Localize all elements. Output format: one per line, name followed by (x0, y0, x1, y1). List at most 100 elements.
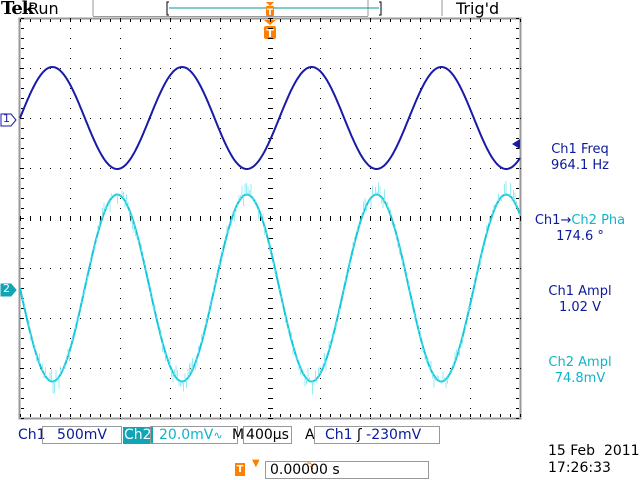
grid-dot (160, 318, 161, 319)
grid-dot (70, 318, 71, 319)
grid-dot (220, 328, 221, 329)
grid-dot (200, 414, 201, 417)
grid-dot (110, 216, 111, 221)
grid-dot (290, 68, 291, 69)
grid-dot (490, 68, 491, 69)
ch2-scale[interactable]: 20.0mV∿ (150, 426, 238, 444)
grid-dot (470, 238, 471, 239)
measurement-ch2-ampl[interactable]: Ch2 Ampl 74.8mV (520, 355, 640, 387)
grid-dot (310, 118, 311, 119)
grid-dot (220, 378, 221, 379)
grid-dot (320, 216, 321, 221)
grid-dot (200, 118, 201, 119)
grid-dot (268, 78, 273, 79)
grid-dot (120, 98, 121, 99)
grid-dot (70, 38, 71, 39)
grid-dot (450, 216, 451, 221)
grid-dot (470, 58, 471, 59)
grid-dot (200, 368, 201, 369)
grid-dot (220, 308, 221, 309)
grid-dot (370, 358, 371, 359)
grid-dot (420, 178, 421, 179)
grid-dot (470, 148, 471, 149)
grid-dot (30, 19, 31, 22)
grid-dot (170, 58, 171, 59)
grid-dot (220, 18, 221, 19)
grid-dot (470, 178, 471, 179)
grid-dot (470, 278, 471, 279)
grid-dot (170, 68, 171, 69)
grid-dot (360, 68, 361, 69)
grid-dot (20, 168, 21, 169)
measurement-phase[interactable]: Ch1→Ch2 Pha 174.6 ° (520, 213, 640, 245)
grid-dot (370, 414, 371, 417)
grid-dot (500, 414, 501, 417)
grid-dot (50, 216, 51, 221)
timebase-value[interactable]: 400µs (243, 426, 292, 444)
grid-dot (260, 168, 261, 169)
measurement-ch1-ampl[interactable]: Ch1 Ampl 1.02 V (520, 284, 640, 316)
grid-dot (21, 178, 24, 179)
grid-dot (260, 414, 261, 417)
ch2-label[interactable]: Ch2 (123, 427, 153, 444)
grid-dot (516, 118, 519, 119)
grid-dot (380, 216, 381, 221)
ch1-scale[interactable]: 500mV (42, 426, 122, 444)
grid-dot (170, 216, 171, 221)
grid-dot (100, 368, 101, 369)
grid-dot (120, 358, 121, 359)
grid-dot (470, 98, 471, 99)
grid-dot (270, 19, 271, 22)
grid-dot (120, 378, 121, 379)
grid-dot (470, 368, 471, 369)
grid-dot (370, 238, 371, 239)
grid-dot (370, 408, 371, 409)
grid-dot (120, 278, 121, 279)
trigger-settings[interactable]: Ch1 ʃ -230mV (314, 426, 440, 444)
grid-dot (340, 414, 341, 417)
brand-logo: Tek (1, 0, 34, 19)
grid-dot (21, 68, 24, 69)
grid-dot (120, 318, 121, 319)
grid-dot (50, 414, 51, 417)
ch1-label[interactable]: Ch1 (18, 427, 46, 443)
measurement-ch1-freq[interactable]: Ch1 Freq 964.1 Hz (520, 142, 640, 174)
grid-dot (21, 128, 24, 129)
grid-dot (470, 208, 471, 209)
grid-dot (516, 168, 519, 169)
grid-dot (500, 118, 501, 119)
grid-dot (160, 118, 161, 119)
grid-dot (30, 118, 31, 119)
grid-dot (170, 278, 171, 279)
grid-dot (150, 168, 151, 169)
grid-dot (230, 68, 231, 69)
ch2-marker (0, 283, 17, 297)
grid-dot (330, 414, 331, 417)
grid-dot (140, 118, 141, 119)
grid-dot (490, 19, 491, 22)
grid-dot (21, 28, 24, 29)
grid-dot (160, 68, 161, 69)
grid-dot (120, 88, 121, 89)
grid-dot (40, 216, 41, 221)
grid-dot (290, 368, 291, 369)
grid-dot (380, 368, 381, 369)
grid-dot (268, 258, 273, 259)
grid-dot (70, 278, 71, 279)
grid-dot (516, 298, 519, 299)
grid-dot (320, 19, 321, 22)
grid-dot (420, 48, 421, 49)
grid-dot (220, 216, 221, 221)
grid-dot (170, 28, 171, 29)
measurement-title-b: Ch2 Pha (571, 213, 626, 228)
grid-dot (400, 168, 401, 169)
trigger-position[interactable]: 0.00000 s (265, 461, 429, 479)
grid-dot (50, 19, 51, 22)
grid-dot (21, 58, 24, 59)
grid-dot (520, 368, 521, 369)
grid-dot (70, 28, 71, 29)
grid-dot (268, 48, 273, 49)
grid-dot (110, 368, 111, 369)
grid-dot (510, 68, 511, 69)
grid-dot (21, 198, 24, 199)
